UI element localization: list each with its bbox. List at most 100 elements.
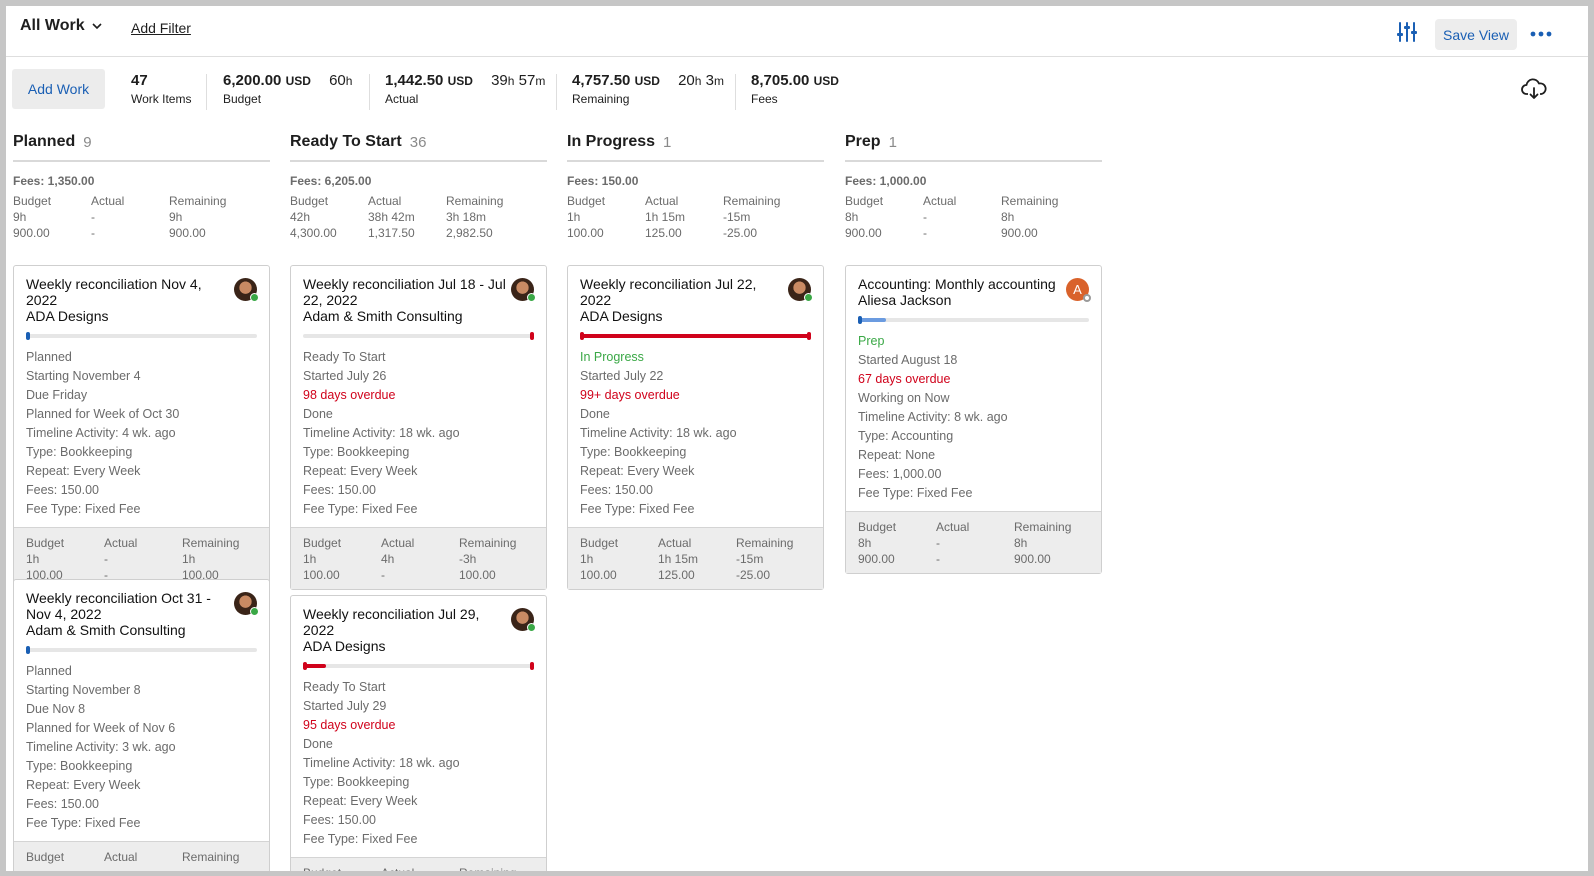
save-view-button[interactable]: Save View: [1435, 19, 1517, 50]
card-footer-cell: Actual: [381, 536, 415, 550]
card-footer-cell: -: [936, 552, 940, 566]
card-detail-line: 99+ days overdue: [580, 388, 680, 402]
card-detail-line: Repeat: Every Week: [303, 464, 418, 478]
column-title: In Progress: [567, 133, 656, 150]
work-card[interactable]: Weekly reconciliation Nov 4, 2022 ADA Des…: [13, 265, 270, 590]
card-footer-cell: Actual: [936, 520, 970, 534]
fees-currency: USD: [813, 74, 839, 88]
more-options-icon[interactable]: [1528, 26, 1554, 42]
column-in-progress: In Progress 1 Fees: 150.00 Budget Actual Rema…: [567, 124, 824, 240]
card-details: Ready To Start Started July 29 95 days ove…: [291, 668, 546, 857]
avatar[interactable]: A: [1066, 278, 1091, 302]
avatar[interactable]: [788, 278, 813, 302]
sliders-icon[interactable]: [1395, 20, 1419, 44]
card-title: Accounting: Monthly accounting Aliesa Jac…: [846, 266, 1101, 308]
column-fees: Fees: 1,000.00: [845, 174, 927, 188]
card-footer-grid: Budget Actual Remaining 1h 4h -3h 100.00 - 100.0…: [303, 536, 534, 582]
card-detail-line: Timeline Activity: 3 wk. ago: [26, 740, 176, 754]
column-totals-cell: 125.00: [645, 226, 682, 240]
column-title: Ready To Start: [290, 133, 402, 150]
card-detail-line: Done: [303, 407, 333, 421]
card-footer-cell: 100.00: [303, 568, 340, 582]
card-title: Weekly reconciliation Nov 4, 2022 ADA Des…: [14, 266, 269, 324]
avatar[interactable]: [234, 278, 259, 302]
card-footer-cell: -: [381, 568, 385, 582]
card-title: Weekly reconciliation Jul 18 - Jul 22, 2…: [291, 266, 546, 324]
progress-bar: [26, 332, 257, 340]
card-detail-line: Timeline Activity: 18 wk. ago: [580, 426, 737, 440]
work-card[interactable]: Weekly reconciliation Oct 31 - Nov 4, 20…: [13, 579, 270, 871]
card-detail-line: Type: Bookkeeping: [26, 759, 133, 773]
card-client: Aliesa Jackson: [858, 292, 952, 308]
card-footer-grid: Budget Actual Remaining: [303, 866, 534, 871]
card-detail-line: Repeat: Every Week: [26, 464, 141, 478]
card-footer-cell: 1h: [182, 552, 196, 566]
actual-stat: 1,442.50 USD 39h 57m Actual: [385, 72, 545, 106]
column-totals-cell: 9h: [13, 210, 27, 224]
status-dot: [250, 293, 259, 302]
card-footer-cell: 100.00: [182, 568, 219, 582]
card-footer: Budget Actual Remaining 1h 4h -3h 100.00 - 100.0…: [291, 527, 546, 589]
work-items-label: Work Items: [131, 92, 192, 106]
work-items-count: 47: [131, 72, 148, 89]
column-count: 9: [83, 133, 92, 151]
actual-currency: USD: [447, 74, 473, 88]
status-dot: [804, 293, 813, 302]
card-footer-cell: Actual: [104, 850, 138, 864]
status-dot: [527, 623, 536, 632]
view-selector[interactable]: All Work: [20, 17, 103, 35]
card-footer-cell: Remaining: [1014, 520, 1072, 534]
column-planned: Planned 9 Fees: 1,350.00 Budget Actual Remain…: [13, 124, 270, 240]
divider: [735, 74, 736, 110]
card-footer-grid: Budget Actual Remaining 8h - 8h 900.00 - 900.00: [858, 520, 1089, 566]
add-work-button[interactable]: Add Work: [12, 69, 105, 109]
work-card[interactable]: Accounting: Monthly accounting Aliesa Jac…: [845, 265, 1102, 574]
column-totals-cell: Remaining: [1001, 194, 1059, 208]
card-details: Planned Starting November 8 Due Nov 8 Plann…: [14, 652, 269, 841]
card-detail-line: Fee Type: Fixed Fee: [303, 832, 418, 846]
view-name: All Work: [20, 17, 85, 34]
summary-bar: Add Work 47 Work Items 6,200.00 USD 60h …: [6, 58, 1588, 124]
column-totals-cell: 900.00: [845, 226, 882, 240]
card-title-text: Weekly reconciliation Jul 22, 2022: [580, 276, 757, 308]
divider: [556, 74, 557, 110]
card-title-text: Weekly reconciliation Oct 31 - Nov 4, 20…: [26, 590, 211, 622]
card-client: ADA Designs: [26, 308, 109, 324]
column-totals-cell: 2,982.50: [446, 226, 493, 240]
progress-fill: [303, 664, 327, 668]
card-footer-cell: Budget: [580, 536, 619, 550]
card-title: Weekly reconciliation Oct 31 - Nov 4, 20…: [14, 580, 269, 638]
card-detail-line: Due Friday: [26, 388, 88, 402]
progress-bar: [303, 662, 534, 670]
card-detail-line: Starting November 8: [26, 683, 141, 697]
column-totals-cell: Budget: [290, 194, 329, 208]
remaining-stat: 4,757.50 USD 20h 3m Remaining: [572, 72, 724, 106]
budget-stat: 6,200.00 USD 60h Budget: [223, 72, 352, 106]
column-totals-cell: 1h 15m: [645, 210, 686, 224]
add-filter-link[interactable]: Add Filter: [131, 20, 191, 36]
card-footer-cell: 125.00: [658, 568, 695, 582]
avatar[interactable]: [511, 608, 536, 632]
card-footer-cell: 1h 15m: [658, 552, 699, 566]
card-detail-line: Timeline Activity: 4 wk. ago: [26, 426, 176, 440]
work-card[interactable]: Weekly reconciliation Jul 18 - Jul 22, 2…: [290, 265, 547, 590]
card-detail-line: 95 days overdue: [303, 718, 396, 732]
card-detail-line: Planned for Week of Nov 6: [26, 721, 176, 735]
avatar[interactable]: [234, 592, 259, 616]
work-card[interactable]: Weekly reconciliation Jul 22, 2022 ADA De…: [567, 265, 824, 590]
column-totals-cell: 4,300.00: [290, 226, 337, 240]
avatar[interactable]: [511, 278, 536, 302]
progress-start-marker: [303, 662, 307, 670]
column-totals-cell: 3h 18m: [446, 210, 487, 224]
column-totals-cell: -: [91, 226, 95, 240]
work-card[interactable]: Weekly reconciliation Jul 29, 2022 ADA De…: [290, 595, 547, 871]
card-footer-cell: 1h: [303, 552, 317, 566]
card-footer-cell: 900.00: [858, 552, 895, 566]
budget-currency: USD: [285, 74, 311, 88]
budget-label: Budget: [223, 92, 262, 106]
column-totals-grid: Budget Actual Remaining 9h - 9h 900.00 - 900.00: [13, 194, 270, 240]
cloud-download-icon[interactable]: [1521, 78, 1547, 100]
card-footer: Budget Actual Remaining 8h - 8h 900.00 - 900.00: [846, 511, 1101, 573]
card-details: In Progress Started July 22 99+ days overd…: [568, 338, 823, 527]
card-detail-line: Due Nov 8: [26, 702, 86, 716]
